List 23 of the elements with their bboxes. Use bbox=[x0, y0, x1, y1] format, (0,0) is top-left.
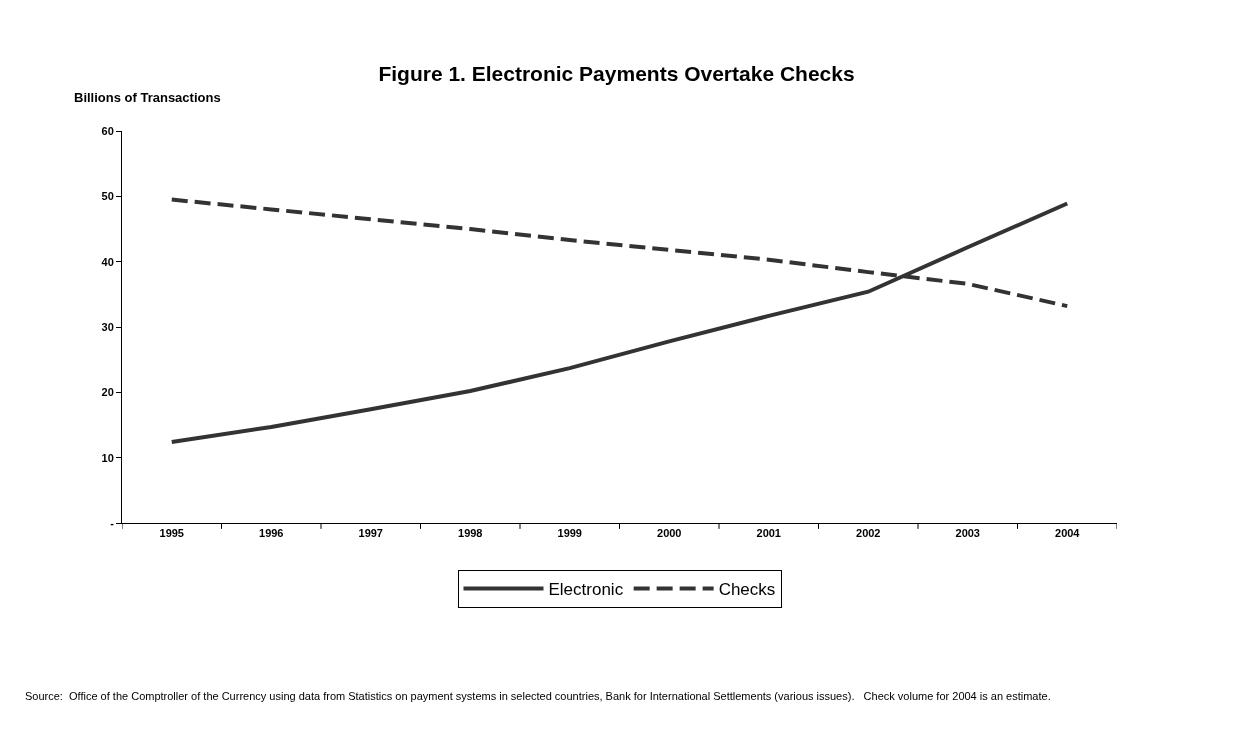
legend-label: Electronic bbox=[548, 580, 624, 600]
source-note: Source: Office of the Comptroller of the Currency using data from Statistics on payment systems in selected countries, Bank for International Settlements (various issues). Check volume for 2004 is an estimate. bbox=[25, 690, 1051, 702]
x-tick-label: 1999 bbox=[557, 527, 582, 540]
x-tick-label: 1996 bbox=[259, 527, 284, 540]
x-tick-label: 2004 bbox=[1055, 527, 1081, 540]
x-tick-label: 1995 bbox=[159, 527, 184, 540]
x-tick-label: 1997 bbox=[358, 527, 383, 540]
y-tick-label: 60 bbox=[101, 124, 114, 137]
y-tick-label: 20 bbox=[101, 386, 114, 399]
legend-label: Checks bbox=[718, 580, 776, 600]
chart-title: Figure 1. Electronic Payments Overtake Checks bbox=[378, 61, 855, 85]
y-tick-label: - bbox=[110, 516, 115, 529]
x-tick-label: 2000 bbox=[657, 527, 682, 540]
y-tick-label: 10 bbox=[101, 451, 114, 464]
x-tick-label: 2001 bbox=[756, 527, 781, 540]
x-tick-label: 2002 bbox=[856, 527, 881, 540]
x-tick-label: 2003 bbox=[955, 527, 980, 540]
y-tick-label: 50 bbox=[101, 190, 114, 203]
x-tick-label: 1998 bbox=[458, 527, 483, 540]
y-tick-label: 30 bbox=[101, 320, 114, 333]
y-axis-title: Billions of Transactions bbox=[74, 90, 221, 105]
y-tick-label: 40 bbox=[101, 255, 114, 268]
line-series bbox=[169, 201, 1070, 444]
